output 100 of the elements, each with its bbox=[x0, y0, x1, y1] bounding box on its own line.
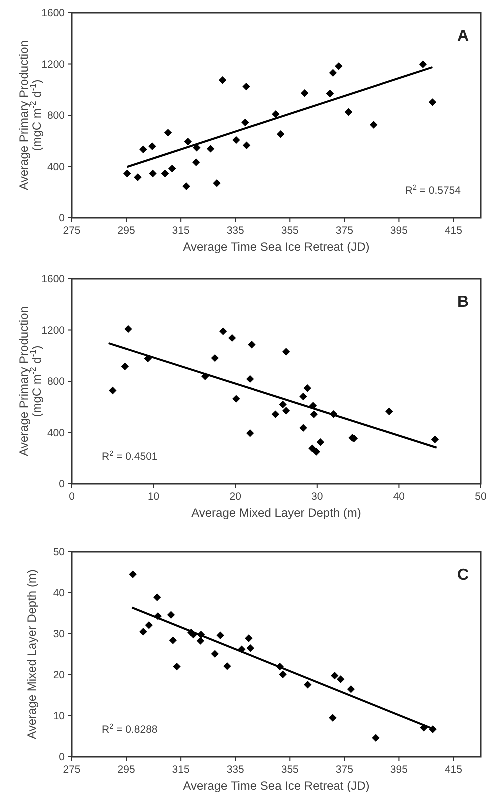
annotation: B bbox=[457, 294, 469, 311]
point bbox=[232, 395, 240, 403]
point bbox=[344, 108, 353, 116]
x-tick-label: 10 bbox=[148, 491, 160, 503]
point bbox=[167, 611, 176, 619]
point bbox=[140, 146, 148, 154]
point bbox=[248, 340, 256, 349]
point bbox=[164, 129, 172, 137]
point bbox=[335, 62, 343, 70]
x-tick-label: 0 bbox=[69, 491, 76, 503]
point bbox=[161, 170, 170, 178]
annotation: C bbox=[457, 567, 470, 584]
point bbox=[140, 628, 148, 636]
point bbox=[330, 672, 339, 680]
point bbox=[372, 734, 380, 742]
point bbox=[124, 325, 132, 334]
point bbox=[206, 145, 215, 153]
point bbox=[182, 182, 190, 190]
point bbox=[370, 121, 378, 129]
annotation: R$^{2}$ = 0.5754 bbox=[405, 182, 462, 197]
point bbox=[316, 438, 325, 446]
point bbox=[121, 362, 130, 370]
point bbox=[310, 410, 318, 418]
y-tick-label: 40 bbox=[53, 588, 66, 600]
point bbox=[196, 637, 205, 645]
point bbox=[300, 424, 308, 432]
point bbox=[109, 386, 117, 395]
point bbox=[173, 662, 181, 671]
x-tick-label: 415 bbox=[444, 764, 463, 776]
x-tick-label: 355 bbox=[281, 764, 300, 776]
point bbox=[123, 170, 132, 178]
x-tick-label: 50 bbox=[475, 491, 487, 503]
x-tick-label: 315 bbox=[172, 764, 190, 776]
point bbox=[308, 444, 316, 452]
point bbox=[228, 334, 236, 342]
y-tick-label: 1600 bbox=[42, 274, 66, 286]
x-tick-label: 295 bbox=[118, 764, 136, 776]
y-tick-label: 30 bbox=[53, 628, 66, 640]
y-tick-label: 1600 bbox=[42, 8, 66, 20]
y-tick-label: 0 bbox=[59, 478, 66, 490]
y-tick-label: 50 bbox=[53, 546, 66, 558]
point bbox=[232, 136, 240, 144]
point bbox=[211, 354, 220, 362]
point bbox=[272, 110, 280, 118]
y-tick-label: 0 bbox=[59, 212, 66, 224]
point bbox=[216, 632, 224, 640]
point bbox=[184, 138, 192, 146]
point bbox=[193, 144, 201, 152]
point bbox=[134, 174, 142, 182]
y-tick-label: 10 bbox=[53, 710, 66, 722]
x-tick-label: 375 bbox=[336, 764, 354, 776]
point bbox=[224, 662, 232, 670]
y-tick-label: 0 bbox=[59, 752, 66, 764]
point bbox=[218, 76, 227, 84]
point bbox=[304, 680, 312, 689]
point bbox=[246, 644, 254, 652]
point bbox=[347, 685, 356, 694]
point bbox=[300, 89, 309, 98]
point bbox=[386, 408, 394, 416]
x-tick-label: 295 bbox=[118, 225, 136, 237]
point bbox=[145, 622, 154, 630]
point bbox=[279, 400, 287, 409]
point bbox=[168, 164, 176, 173]
point bbox=[329, 69, 338, 77]
x-axis-title: Average Mixed Layer Depth (m) bbox=[192, 506, 362, 520]
annotation: R$^{2}$ = 0.4501 bbox=[102, 448, 158, 463]
point bbox=[242, 82, 250, 91]
annotation: R$^{2}$ = 0.8288 bbox=[102, 722, 158, 736]
point bbox=[129, 570, 137, 578]
y-tick-label: 400 bbox=[47, 427, 66, 440]
point bbox=[336, 676, 345, 684]
point bbox=[312, 448, 320, 456]
point bbox=[149, 170, 157, 178]
y-tick-label: 1200 bbox=[42, 58, 66, 71]
point bbox=[242, 142, 251, 150]
x-tick-label: 335 bbox=[226, 764, 245, 776]
point bbox=[304, 384, 312, 392]
y-tick-label: 800 bbox=[47, 110, 66, 122]
x-tick-label: 275 bbox=[63, 225, 81, 237]
point bbox=[219, 328, 228, 336]
point bbox=[431, 436, 440, 444]
y-tick-label: 20 bbox=[53, 670, 66, 682]
x-tick-label: 415 bbox=[444, 225, 463, 237]
point bbox=[326, 90, 334, 98]
x-tick-label: 395 bbox=[390, 225, 408, 237]
point bbox=[246, 375, 254, 384]
point bbox=[192, 158, 200, 166]
point bbox=[279, 670, 287, 678]
y-tick-label: 400 bbox=[47, 161, 66, 174]
point bbox=[272, 410, 280, 418]
point bbox=[242, 118, 250, 127]
x-tick-label: 335 bbox=[226, 225, 245, 237]
point bbox=[246, 430, 254, 438]
point bbox=[169, 636, 178, 644]
x-tick-label: 20 bbox=[230, 491, 242, 503]
point bbox=[282, 407, 290, 415]
x-tick-label: 375 bbox=[336, 225, 354, 237]
y-tick-label: 1200 bbox=[42, 324, 66, 337]
y-tick-label: 800 bbox=[47, 376, 66, 388]
point bbox=[282, 348, 290, 356]
